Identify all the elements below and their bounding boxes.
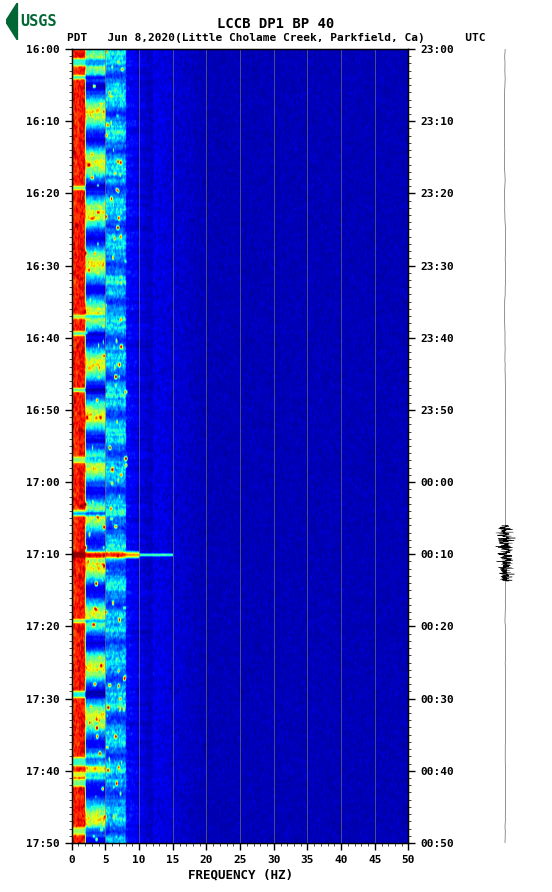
X-axis label: FREQUENCY (HZ): FREQUENCY (HZ) [188,869,293,882]
Text: USGS: USGS [20,14,57,29]
Text: PDT   Jun 8,2020(Little Cholame Creek, Parkfield, Ca)      UTC: PDT Jun 8,2020(Little Cholame Creek, Par… [67,33,485,43]
Polygon shape [6,3,18,40]
Text: LCCB DP1 BP 40: LCCB DP1 BP 40 [217,17,335,31]
